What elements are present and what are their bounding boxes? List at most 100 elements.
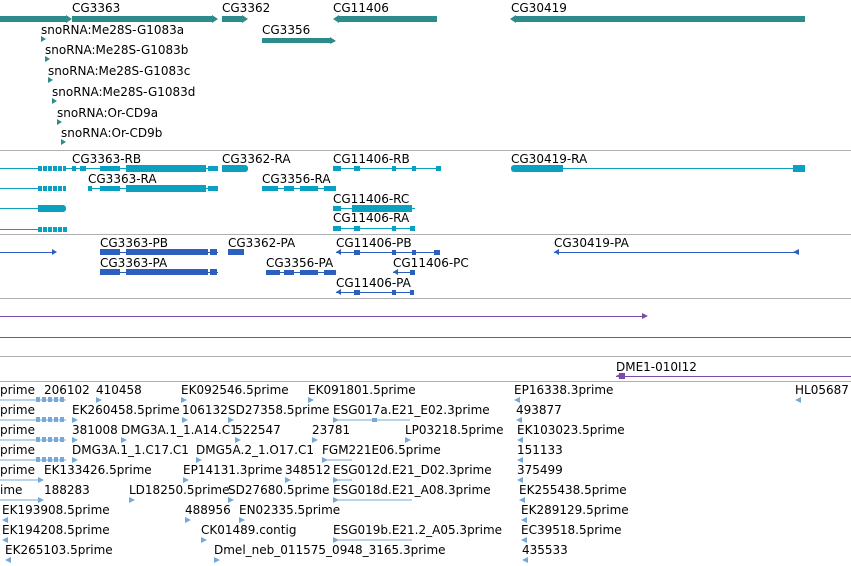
protein-exon-cg11406-pc[interactable]	[410, 270, 415, 275]
transcript-label-cg11406-rb: CG11406-RB	[333, 152, 410, 166]
snorna-label-f: snoRNA:Or-CD9b	[61, 126, 163, 140]
gene-label-cg11406: CG11406	[333, 1, 389, 15]
transcript-exon-cg11406-rb-2[interactable]	[354, 166, 360, 171]
transcript-exon-cg3363-ra-3[interactable]	[126, 185, 206, 192]
snorna-label-b: snoRNA:Me28S-G1083b	[45, 43, 189, 57]
protein-exon-cg11406-pb-4[interactable]	[434, 250, 440, 255]
gene-bar-cg3362[interactable]	[222, 16, 242, 22]
gene-arrow-cg30419	[510, 15, 516, 23]
est-label: HL05687	[795, 383, 849, 397]
gene-bar-left[interactable]	[0, 16, 66, 22]
est-label: ESG017a.E21_E02.3prime	[333, 403, 490, 417]
protein-exon-cg3363-pa-2[interactable]	[126, 269, 208, 275]
snorna-marker-e[interactable]	[57, 119, 62, 125]
snorna-marker-c[interactable]	[48, 77, 53, 83]
transcript-exon-cg11406-ra-2[interactable]	[354, 226, 360, 231]
transcript-exon-cg11406-rc-1[interactable]	[333, 206, 341, 211]
transcript-exon-cg3363-rb-1[interactable]	[72, 166, 76, 171]
protein-line-cg30419-pa	[554, 252, 799, 253]
protein-exon-cg3363-pa-1[interactable]	[100, 269, 120, 275]
transcript-exon-cg30419-ra-2[interactable]	[793, 165, 805, 172]
protein-exon-cg3356-pa-1[interactable]	[266, 270, 280, 275]
snorna-marker-a[interactable]	[41, 36, 46, 42]
gene-bar-cg3363[interactable]	[72, 16, 212, 22]
track-separator	[0, 234, 851, 235]
protein-exon-cg3363-pb-3[interactable]	[210, 249, 217, 255]
protein-exon-cg11406-pb-1[interactable]	[354, 250, 360, 255]
protein-line-cg11406-pa	[336, 292, 414, 293]
protein-exon-cg11406-pa-3[interactable]	[410, 290, 414, 295]
clone-line[interactable]	[616, 376, 851, 377]
protein-end-cg30419-pa[interactable]	[793, 249, 799, 255]
protein-exon-cg3356-pa-4[interactable]	[324, 270, 336, 275]
gene-arrow-left	[66, 15, 72, 23]
transcript-exon-cg3363-rb-5[interactable]	[208, 166, 218, 171]
gene-arrow-cg11406	[333, 15, 339, 23]
transcript-exon-cg3363-ra-2[interactable]	[100, 186, 120, 191]
gene-label-cg3363: CG3363	[72, 1, 121, 15]
protein-arrow-cg30419-pa[interactable]	[554, 249, 559, 255]
transcript-exon-cg11406-ra-1[interactable]	[333, 226, 341, 231]
snorna-marker-f[interactable]	[61, 139, 66, 145]
protein-arrow-left[interactable]	[52, 249, 57, 255]
gene-bar-cg11406[interactable]	[339, 16, 437, 22]
protein-arrow-cg11406-pb	[336, 249, 341, 255]
transcript-line-cg11406-ra	[333, 228, 415, 229]
est-label: SD27680.5prime	[228, 483, 330, 497]
protein-exon-cg3356-pa-3[interactable]	[300, 270, 318, 275]
transcript-exons-left-1[interactable]	[38, 166, 66, 171]
gene-bar-cg30419[interactable]	[516, 16, 805, 22]
protein-exon-cg11406-pa-1[interactable]	[354, 290, 360, 295]
transcript-exon-cg11406-rb-1[interactable]	[333, 166, 341, 171]
purple-feature-line-1[interactable]	[0, 316, 643, 317]
gene-bar-cg3356[interactable]	[262, 38, 330, 43]
est-label: ESG018d.E21_A08.3prime	[333, 483, 491, 497]
transcript-label-cg11406-rc: CG11406-RC	[333, 192, 410, 206]
transcript-exon-cg3363-rb-4[interactable]	[126, 165, 206, 172]
gene-label-cg30419: CG30419	[511, 1, 567, 15]
transcript-exon-left-3[interactable]	[38, 205, 66, 212]
transcript-exon-cg3363-rb-2[interactable]	[80, 166, 86, 171]
transcript-exon-cg11406-rb-3[interactable]	[392, 166, 396, 171]
protein-exon-cg3363-pb-2[interactable]	[126, 249, 208, 255]
protein-exon-cg11406-pb-2[interactable]	[392, 250, 396, 255]
transcript-label-cg3356-ra: CG3356-RA	[262, 172, 331, 186]
transcript-exon-cg3356-ra-3[interactable]	[300, 186, 318, 191]
transcript-exon-cg11406-rc-2[interactable]	[352, 205, 412, 212]
transcript-exon-cg11406-rb-5[interactable]	[436, 166, 441, 171]
transcript-exon-cg3356-ra-1[interactable]	[262, 186, 278, 191]
protein-label-cg3363-pb: CG3363-PB	[100, 236, 169, 250]
transcript-label-cg3363-rb: CG3363-RB	[72, 152, 142, 166]
transcript-line-cg3356-ra	[262, 188, 336, 189]
transcript-exon-cg3363-ra-4[interactable]	[208, 186, 218, 191]
est-label: 522547	[235, 423, 281, 437]
snorna-label-a: snoRNA:Me28S-G1083a	[41, 23, 185, 37]
protein-exon-cg3363-pb-1[interactable]	[100, 249, 120, 255]
transcript-exon-cg30419-ra-1[interactable]	[511, 165, 563, 172]
transcript-exon-cg3363-ra-1[interactable]	[88, 186, 92, 191]
transcript-exon-cg11406-ra-4[interactable]	[410, 226, 415, 231]
snorna-marker-d[interactable]	[52, 98, 57, 104]
est-label: ime	[0, 483, 23, 497]
transcript-exon-cg3362-ra[interactable]	[222, 165, 248, 172]
protein-arrow-cg11406-pc	[393, 269, 398, 275]
snorna-marker-b[interactable]	[45, 56, 50, 62]
protein-exon-cg3362-pa[interactable]	[228, 249, 244, 255]
transcript-exon-cg11406-rb-4[interactable]	[412, 166, 416, 171]
protein-exon-cg3363-pa-3[interactable]	[210, 269, 217, 275]
transcript-exon-cg3356-ra-2[interactable]	[284, 186, 294, 191]
gene-label-cg3362: CG3362	[222, 1, 271, 15]
transcript-exon-cg11406-ra-3[interactable]	[392, 226, 396, 231]
protein-exon-cg3356-pa-2[interactable]	[284, 270, 294, 275]
est-label: 188283	[44, 483, 90, 497]
protein-exon-cg11406-pb-3[interactable]	[412, 250, 416, 255]
purple-feature-line-2[interactable]	[0, 337, 851, 338]
transcript-exon-cg3356-ra-4[interactable]	[324, 186, 336, 191]
est-label: DMG3A.1_1.A14.C1	[121, 423, 238, 437]
protein-label-cg30419-pa: CG30419-PA	[554, 236, 629, 250]
transcript-exons-left-4[interactable]	[38, 227, 68, 232]
protein-exon-cg11406-pa-2[interactable]	[392, 290, 396, 295]
transcript-exons-left-2[interactable]	[38, 186, 66, 191]
transcript-exon-cg3363-rb-3[interactable]	[100, 166, 120, 171]
